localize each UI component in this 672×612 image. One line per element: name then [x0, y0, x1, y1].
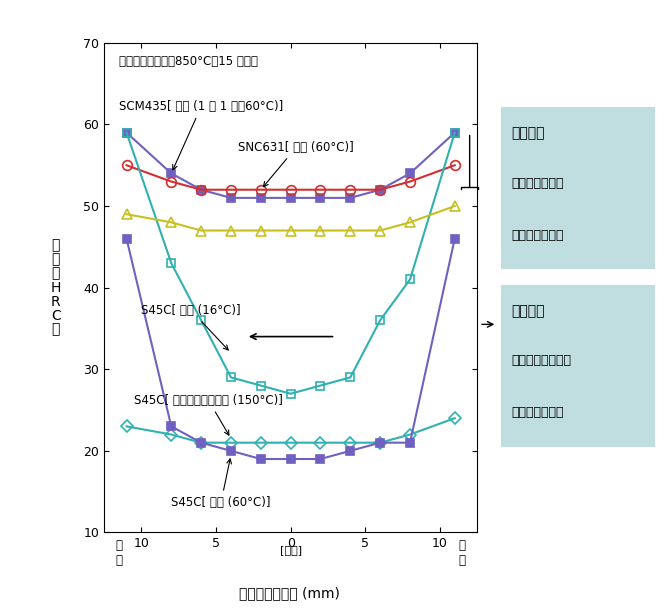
Text: 表面硬さ: 表面硬さ — [511, 127, 545, 141]
Text: 内部硬さ: 内部硬さ — [511, 304, 545, 318]
Text: ・冷却剤の影響: ・冷却剤の影響 — [511, 406, 564, 419]
Text: S45C[ 油冷 (60°C)]: S45C[ 油冷 (60°C)] — [171, 459, 271, 509]
Text: 硬
さ
（
H
R
C
）: 硬 さ （ H R C ） — [50, 239, 61, 337]
Text: S45C[ 水冷 (16°C)]: S45C[ 水冷 (16°C)] — [141, 304, 241, 350]
Text: S45C[ 础酸系ソルト冷却 (150°C)]: S45C[ 础酸系ソルト冷却 (150°C)] — [134, 394, 283, 435]
Text: 表
面: 表 面 — [116, 539, 122, 567]
Text: SCM435[ 油冷 (1 種 1 号、60°C)]: SCM435[ 油冷 (1 種 1 号、60°C)] — [119, 100, 284, 170]
Text: 焼入加熱：塩浴、850°C、15 分保持: 焼入加熱：塩浴、850°C、15 分保持 — [119, 55, 258, 68]
Text: ・冷却剤の影響: ・冷却剤の影響 — [511, 229, 564, 242]
Text: 中心からの距離 (mm): 中心からの距離 (mm) — [239, 586, 339, 600]
Text: 表
面: 表 面 — [459, 539, 466, 567]
Text: ・炭素量の影響: ・炭素量の影響 — [511, 177, 564, 190]
Text: ・合金元素の影響: ・合金元素の影響 — [511, 354, 571, 367]
Text: [中心]: [中心] — [280, 545, 302, 554]
Text: SNC631[ 油冷 (60°C)]: SNC631[ 油冷 (60°C)] — [239, 141, 354, 187]
